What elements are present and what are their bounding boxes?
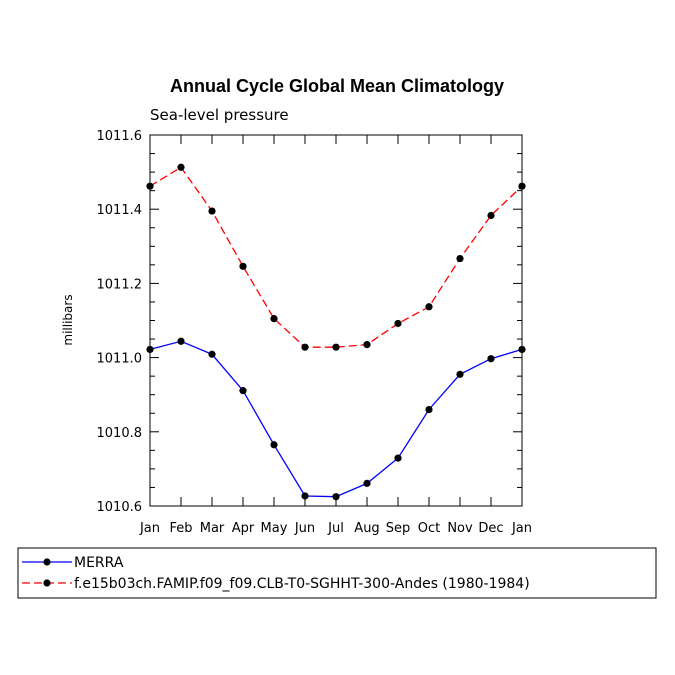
legend-label-1: f.e15b03ch.FAMIP.f09_f09.CLB-T0-SGHHT-30… (74, 576, 530, 592)
series-line-1 (149, 166, 523, 348)
y-ticks: 1010.6 1010.8 1011.0 1011.2 1011.4 1011.6 (97, 129, 522, 515)
series-line-0 (149, 340, 523, 498)
y-axis-label: millibars (61, 294, 75, 345)
data-point (487, 355, 495, 363)
x-tick-label: Sep (386, 521, 411, 536)
y-tick-label: 1010.8 (97, 426, 143, 441)
data-point (177, 163, 185, 171)
chart-title: Annual Cycle Global Mean Climatology (170, 76, 504, 96)
data-point (518, 345, 526, 354)
data-point (363, 479, 371, 487)
x-ticks: Jan Feb Mar Apr May Jun Jul Aug Sep Oct Nov Dec Jan (139, 135, 532, 536)
data-point (425, 405, 433, 414)
x-tick-label: Nov (447, 521, 473, 536)
data-point (208, 350, 216, 358)
y-tick-label: 1010.6 (97, 500, 143, 515)
x-tick-label: Mar (200, 521, 225, 536)
x-tick-label: May (261, 521, 288, 536)
data-point (518, 182, 526, 190)
data-point (425, 303, 433, 311)
x-tick-label: Jan (139, 521, 160, 536)
x-tick-label: Jun (294, 521, 315, 536)
y-tick-label: 1011.6 (97, 129, 143, 144)
y-tick-label: 1011.0 (97, 352, 143, 367)
data-point (270, 315, 278, 323)
chart-subtitle: Sea-level pressure (150, 106, 289, 124)
data-point (146, 182, 154, 190)
legend-marker-0 (43, 558, 51, 566)
x-tick-label: Aug (354, 521, 379, 536)
data-point (239, 387, 247, 395)
series-layer (146, 163, 526, 501)
data-point (239, 262, 247, 270)
plot-frame (149, 134, 523, 507)
data-point (208, 207, 216, 215)
data-point (332, 493, 340, 501)
data-point (270, 441, 278, 449)
y-tick-label: 1011.2 (97, 277, 143, 292)
y-tick-label: 1011.4 (97, 203, 143, 218)
x-tick-label: Jan (511, 521, 532, 536)
data-point (394, 319, 402, 328)
data-point (301, 343, 309, 351)
x-tick-label: Dec (478, 521, 503, 536)
x-tick-label: Apr (232, 521, 255, 536)
legend: MERRA f.e15b03ch.FAMIP.f09_f09.CLB-T0-SGH… (22, 555, 530, 592)
x-tick-label: Feb (169, 521, 192, 536)
data-point (456, 254, 464, 263)
legend-marker-1 (43, 579, 51, 587)
legend-label-0: MERRA (74, 555, 124, 571)
data-point (487, 211, 495, 220)
data-point (146, 345, 154, 354)
data-point (394, 454, 402, 462)
data-point (332, 343, 340, 351)
data-point (456, 370, 464, 378)
legend-box (17, 547, 657, 599)
data-point (301, 492, 309, 500)
data-point (363, 341, 371, 349)
x-tick-label: Oct (418, 521, 440, 536)
data-point (177, 337, 185, 345)
x-tick-label: Jul (327, 521, 344, 536)
